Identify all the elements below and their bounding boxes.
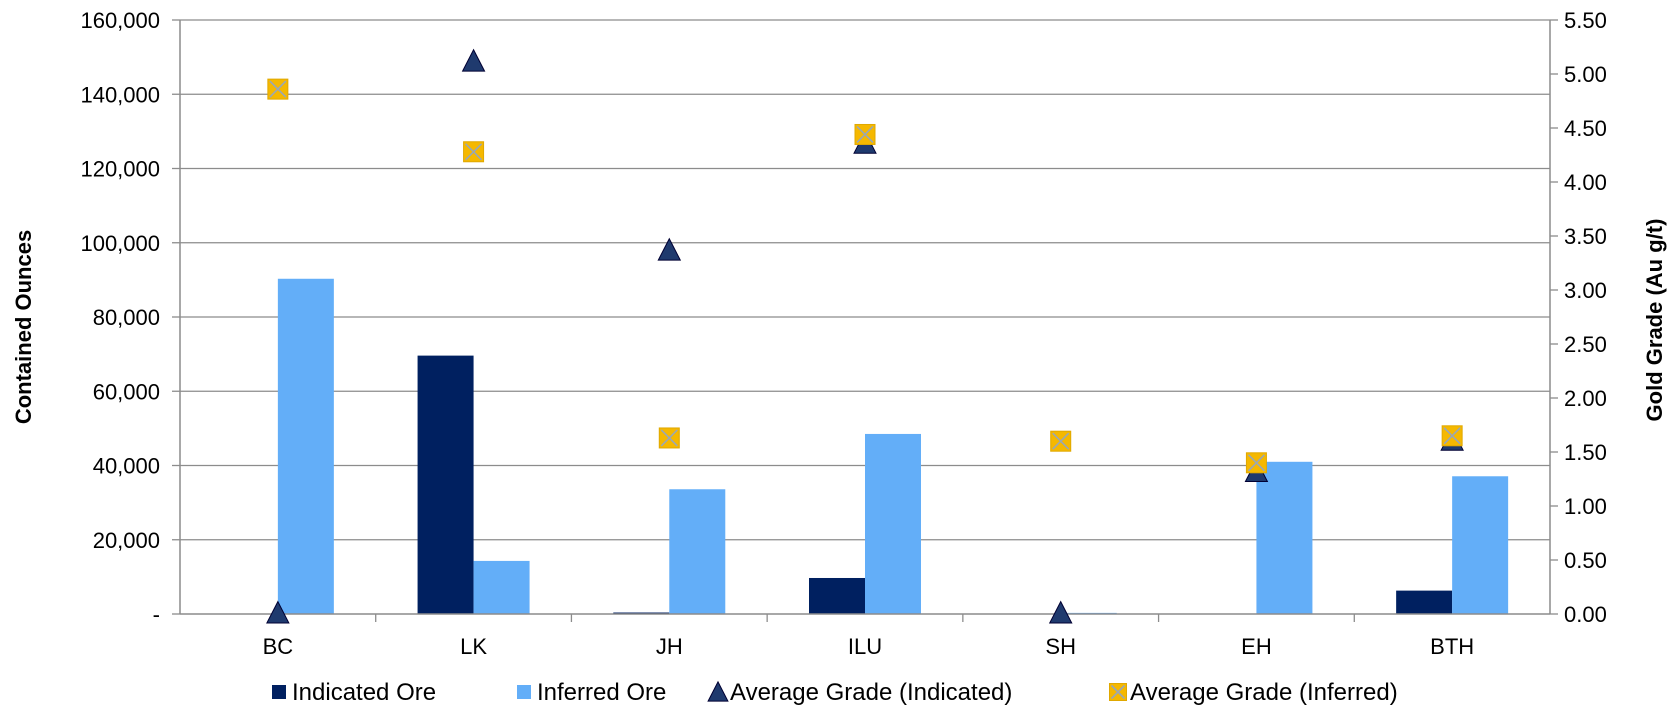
right-tick-label: 3.50 bbox=[1564, 224, 1607, 249]
category-label: BC bbox=[263, 634, 294, 659]
grade-marker-indicated bbox=[1048, 600, 1073, 624]
left-tick-label: 120,000 bbox=[80, 157, 160, 182]
legend-swatch bbox=[1109, 683, 1127, 701]
grade-marker-inferred bbox=[658, 427, 680, 449]
grade-marker-indicated bbox=[657, 237, 682, 261]
category-labels: BC LK JH ILU SH EH BTH bbox=[263, 634, 1475, 659]
marker-cross bbox=[1443, 427, 1461, 445]
markers bbox=[266, 48, 1464, 624]
right-axis-ticks: 0.00 0.50 1.00 1.50 2.00 2.50 3.00 3.50 4.00 4.50… bbox=[1564, 8, 1607, 627]
right-tick-label: 4.00 bbox=[1564, 170, 1607, 195]
left-tick-label: - bbox=[153, 602, 160, 627]
grade-marker-inferred bbox=[1050, 430, 1072, 452]
category-label: EH bbox=[1241, 634, 1272, 659]
marker-cross bbox=[660, 429, 678, 447]
marker-cross bbox=[1052, 432, 1070, 450]
grade-marker-inferred bbox=[1441, 425, 1463, 447]
left-tick-label: 100,000 bbox=[80, 231, 160, 256]
marker-cross bbox=[1247, 454, 1265, 472]
category-label: LK bbox=[460, 634, 487, 659]
right-tick-label: 0.00 bbox=[1564, 602, 1607, 627]
right-tick-label: 2.00 bbox=[1564, 386, 1607, 411]
legend-label: Inferred Ore bbox=[537, 679, 666, 706]
right-tick-label: 5.00 bbox=[1564, 62, 1607, 87]
bar bbox=[473, 560, 530, 614]
left-tick-label: 80,000 bbox=[93, 305, 160, 330]
grade-marker-inferred bbox=[1245, 452, 1267, 474]
bar bbox=[1256, 461, 1313, 614]
gridlines bbox=[180, 19, 1550, 541]
bars bbox=[277, 278, 1509, 614]
grade-marker-indicated bbox=[266, 600, 290, 624]
right-tick-label: 3.00 bbox=[1564, 278, 1607, 303]
right-tick-label: 5.50 bbox=[1564, 8, 1607, 33]
bar bbox=[277, 278, 334, 614]
bar bbox=[417, 355, 474, 614]
legend-swatch bbox=[517, 685, 531, 699]
left-axis-ticks: - 20,000 40,000 60,000 80,000 100,000 120,000 1… bbox=[80, 8, 160, 627]
bar bbox=[1396, 590, 1453, 614]
left-axis-title: Contained Ounces bbox=[11, 230, 36, 424]
legend-item: Indicated Ore bbox=[272, 679, 436, 706]
legend-label: Average Grade (Inferred) bbox=[1130, 679, 1398, 706]
legend-label: Average Grade (Indicated) bbox=[730, 679, 1012, 706]
axes bbox=[172, 19, 1558, 622]
marker-cross bbox=[1110, 684, 1126, 700]
category-label: ILU bbox=[848, 634, 882, 659]
left-tick-label: 20,000 bbox=[93, 528, 160, 553]
left-tick-label: 60,000 bbox=[93, 379, 160, 404]
marker-cross bbox=[465, 143, 483, 161]
legend-label: Indicated Ore bbox=[292, 679, 436, 706]
grade-marker-inferred bbox=[267, 78, 289, 100]
left-tick-label: 40,000 bbox=[93, 454, 160, 479]
legend-item: Inferred Ore bbox=[517, 679, 666, 706]
grade-marker-indicated bbox=[707, 680, 729, 702]
grade-marker-indicated bbox=[461, 48, 486, 72]
right-tick-label: 4.50 bbox=[1564, 116, 1607, 141]
bar bbox=[865, 433, 921, 614]
right-tick-label: 1.50 bbox=[1564, 440, 1607, 465]
grade-marker-inferred bbox=[854, 123, 876, 145]
bar bbox=[669, 489, 726, 614]
legend-item: Average Grade (Indicated) bbox=[707, 679, 1012, 706]
legend: Indicated Ore Inferred Ore Average Grade (… bbox=[272, 679, 1398, 706]
legend-swatch bbox=[272, 685, 286, 699]
grade-marker-inferred bbox=[463, 141, 485, 163]
right-tick-label: 2.50 bbox=[1564, 332, 1607, 357]
legend-item: Average Grade (Inferred) bbox=[1109, 679, 1398, 706]
right-axis-title: Gold Grade (Au g/t) bbox=[1642, 219, 1667, 422]
bar bbox=[1452, 476, 1509, 614]
category-label: SH bbox=[1045, 634, 1076, 659]
right-tick-label: 0.50 bbox=[1564, 548, 1607, 573]
category-label: BTH bbox=[1430, 634, 1474, 659]
left-tick-label: 140,000 bbox=[80, 82, 160, 107]
left-tick-label: 160,000 bbox=[80, 8, 160, 33]
marker-cross bbox=[856, 125, 874, 144]
bar bbox=[809, 577, 865, 614]
marker-cross bbox=[269, 80, 287, 98]
category-label: JH bbox=[656, 634, 683, 659]
right-tick-label: 1.00 bbox=[1564, 494, 1607, 519]
